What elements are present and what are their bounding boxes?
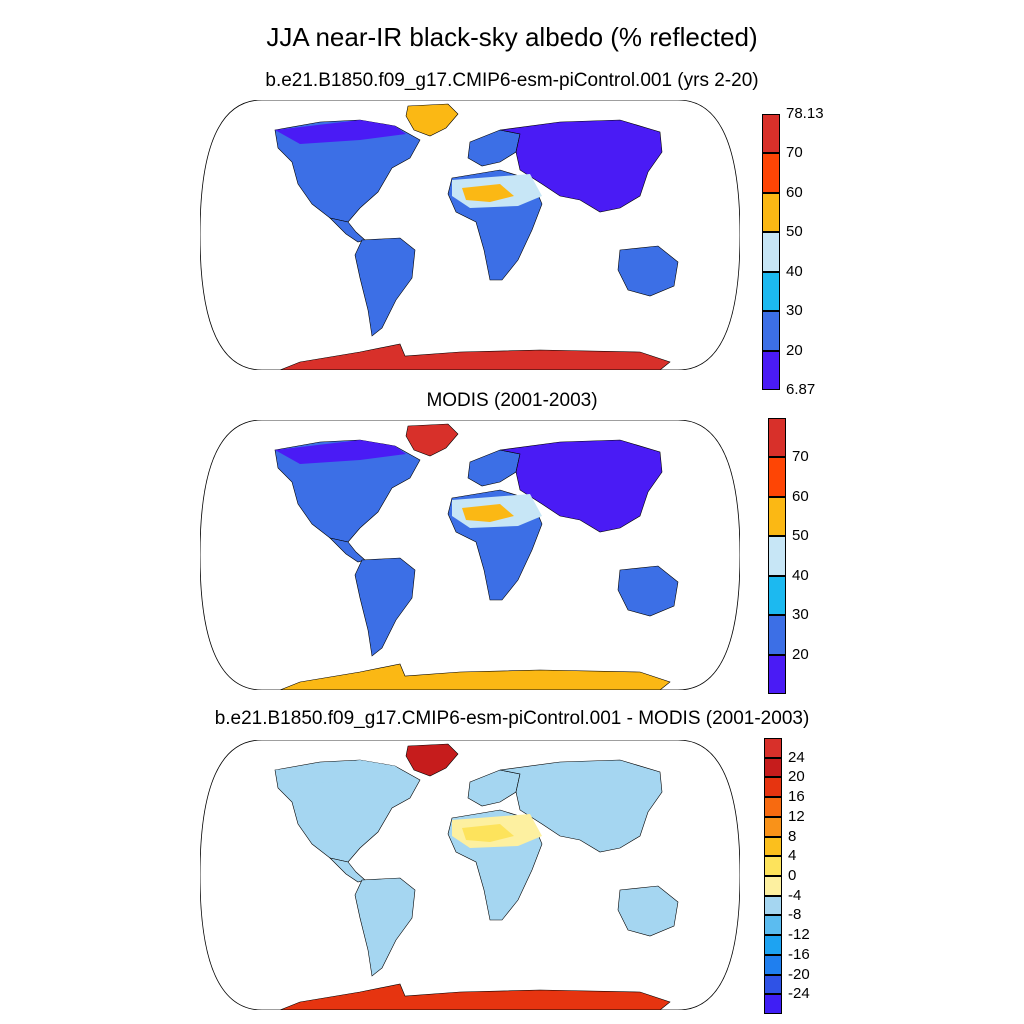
colorbar-label: -20 bbox=[788, 965, 810, 983]
colorbar-label: 20 bbox=[788, 768, 805, 786]
colorbar-swatch bbox=[764, 797, 782, 817]
colorbar-label: 50 bbox=[786, 223, 803, 241]
panel-2-subtitle: MODIS (2001-2003) bbox=[426, 390, 598, 411]
colorbar-swatch bbox=[764, 757, 782, 778]
region-australia bbox=[617, 565, 679, 617]
panel-3-colorbar: -24 -20 -16 -12 -8 -4 0 4 8 12 16 20 24 bbox=[764, 738, 810, 1014]
region-sahara-high bbox=[462, 184, 514, 202]
colorbar-label: 20 bbox=[792, 645, 809, 663]
panel-1-colorbar: 6.87 20 30 40 50 60 70 78.13 bbox=[762, 106, 824, 398]
figure-title: JJA near-IR black-sky albedo (% reflecte… bbox=[266, 22, 758, 52]
panel-2-map bbox=[200, 420, 740, 690]
colorbar-label: 60 bbox=[786, 183, 803, 201]
colorbar-swatch bbox=[768, 575, 786, 616]
colorbar-label: 24 bbox=[788, 748, 805, 766]
colorbar-label: -4 bbox=[788, 886, 802, 904]
region-europe bbox=[467, 129, 521, 167]
map-border bbox=[200, 740, 740, 1010]
colorbar-swatch bbox=[764, 856, 782, 876]
region-europe bbox=[467, 449, 521, 487]
region-central-america bbox=[329, 217, 366, 243]
region-northern-canada bbox=[275, 760, 406, 784]
panel-1-subtitle: b.e21.B1850.f09_g17.CMIP6-esm-piControl.… bbox=[265, 70, 759, 91]
panel-1-map bbox=[200, 100, 740, 370]
region-greenland bbox=[405, 103, 459, 137]
colorbar-swatch bbox=[768, 496, 786, 537]
panel-3-map bbox=[200, 740, 740, 1010]
colorbar-swatch bbox=[764, 895, 782, 916]
colorbar-label: 12 bbox=[788, 807, 805, 825]
colorbar-label: 6.87 bbox=[786, 381, 816, 398]
colorbar-label: 70 bbox=[792, 448, 809, 466]
colorbar-label: -24 bbox=[788, 985, 810, 1003]
region-asia bbox=[499, 759, 663, 853]
region-asia bbox=[499, 439, 663, 533]
colorbar-label: 30 bbox=[786, 302, 803, 320]
region-central-america bbox=[329, 537, 366, 563]
colorbar-swatch bbox=[764, 836, 782, 857]
map-continents bbox=[274, 103, 679, 370]
region-antarctica bbox=[279, 983, 671, 1010]
region-greenland bbox=[405, 743, 459, 777]
region-asia bbox=[499, 119, 663, 213]
region-greenland bbox=[405, 423, 459, 457]
panel-2-colorbar: 20 30 40 50 60 70 bbox=[768, 418, 809, 694]
colorbar-label: 40 bbox=[786, 262, 803, 280]
colorbar-swatch bbox=[762, 271, 780, 312]
colorbar-swatch bbox=[768, 457, 786, 497]
colorbar-label: 20 bbox=[786, 341, 803, 359]
region-australia bbox=[617, 885, 679, 937]
colorbar-swatch bbox=[764, 954, 782, 975]
region-europe bbox=[467, 769, 521, 807]
map-continents bbox=[274, 423, 679, 690]
region-south-america bbox=[354, 877, 416, 977]
colorbar-label: -8 bbox=[788, 906, 802, 924]
colorbar-swatch bbox=[764, 816, 782, 837]
region-antarctica bbox=[279, 663, 671, 690]
colorbar-swatch bbox=[764, 777, 782, 798]
colorbar-label: 30 bbox=[792, 606, 809, 624]
region-northern-canada bbox=[275, 440, 406, 464]
region-sahara-high bbox=[462, 824, 514, 842]
colorbar-swatch bbox=[764, 738, 782, 758]
region-australia bbox=[617, 245, 679, 297]
colorbar-label: 78.13 bbox=[786, 105, 824, 122]
colorbar-swatch bbox=[768, 418, 786, 458]
colorbar-swatch bbox=[764, 876, 782, 896]
region-south-america bbox=[354, 237, 416, 337]
map-border bbox=[200, 420, 740, 690]
colorbar-swatch bbox=[768, 654, 786, 694]
region-central-america bbox=[329, 857, 366, 883]
colorbar-swatch bbox=[768, 536, 786, 576]
colorbar-label: 8 bbox=[788, 827, 797, 845]
colorbar-swatch bbox=[768, 615, 786, 655]
colorbar-label: 0 bbox=[788, 867, 797, 884]
region-sahara-high bbox=[462, 504, 514, 522]
colorbar-label: -16 bbox=[788, 945, 810, 963]
colorbar-label: 50 bbox=[792, 527, 809, 545]
map-continents bbox=[274, 743, 679, 1010]
colorbar-swatch bbox=[762, 192, 780, 233]
colorbar-swatch bbox=[762, 232, 780, 272]
colorbar-swatch bbox=[762, 311, 780, 351]
colorbar-swatch bbox=[764, 974, 782, 995]
region-antarctica bbox=[279, 343, 671, 370]
colorbar-label: -12 bbox=[788, 926, 810, 944]
colorbar-label: 40 bbox=[792, 566, 809, 584]
colorbar-swatch bbox=[762, 114, 780, 154]
colorbar-swatch bbox=[764, 935, 782, 955]
region-northern-canada bbox=[275, 120, 406, 144]
colorbar-label: 60 bbox=[792, 487, 809, 505]
map-border bbox=[200, 100, 740, 370]
panel-3-subtitle: b.e21.B1850.f09_g17.CMIP6-esm-piControl.… bbox=[214, 708, 810, 729]
colorbar-swatch bbox=[764, 915, 782, 936]
colorbar-swatch bbox=[764, 994, 782, 1014]
region-south-america bbox=[354, 557, 416, 657]
colorbar-swatch bbox=[762, 153, 780, 193]
colorbar-label: 4 bbox=[788, 847, 797, 865]
colorbar-label: 70 bbox=[786, 144, 803, 162]
colorbar-label: 16 bbox=[788, 788, 805, 806]
colorbar-swatch bbox=[762, 350, 780, 390]
